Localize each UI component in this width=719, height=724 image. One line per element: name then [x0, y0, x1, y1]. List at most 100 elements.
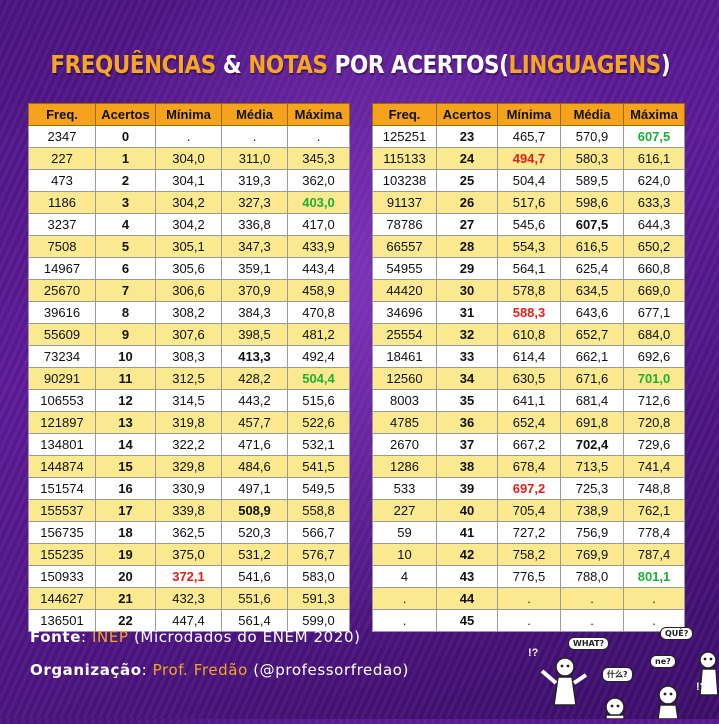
cell-media: 471,6: [221, 433, 288, 456]
cell-maxima: 633,3: [623, 191, 685, 214]
cell-acertos: 8: [95, 301, 156, 324]
cell-media: 671,6: [560, 367, 624, 390]
table-right: Freq. Acertos Mínima Média Máxima 125251…: [372, 103, 685, 632]
cell-media: 484,6: [221, 455, 288, 478]
col-header-acertos: Acertos: [436, 103, 498, 126]
col-header-acertos: Acertos: [95, 103, 156, 126]
cell-freq: 8003: [372, 389, 437, 412]
cell-minima: 652,4: [497, 411, 561, 434]
footer-organization: Organização: Prof. Fredão (@professorfre…: [30, 661, 409, 679]
cell-minima: 465,7: [497, 125, 561, 148]
cell-minima: 630,5: [497, 367, 561, 390]
cell-acertos: 40: [436, 499, 498, 522]
cell-minima: 375,0: [155, 543, 222, 566]
cell-freq: 3237: [28, 213, 96, 236]
table-row: 227 1 304,0 311,0 345,3: [28, 147, 350, 170]
cell-maxima: 741,4: [623, 455, 685, 478]
table-row: 12560 34 630,5 671,6 701,0: [372, 367, 685, 390]
cell-acertos: 36: [436, 411, 498, 434]
cell-acertos: 3: [95, 191, 156, 214]
cell-minima: 306,6: [155, 279, 222, 302]
table-row: . 44...: [372, 587, 685, 610]
page-title: FREQUÊNCIAS & NOTAS POR ACERTOS(LINGUAGE…: [50, 50, 670, 79]
cell-media: 756,9: [560, 521, 624, 544]
cell-maxima: 712,6: [623, 389, 685, 412]
cell-maxima: 787,4: [623, 543, 685, 566]
col-header-freq: Freq.: [28, 103, 96, 126]
cell-maxima: 532,1: [287, 433, 350, 456]
cell-freq: 54955: [372, 257, 437, 280]
cell-maxima: 492,4: [287, 345, 350, 368]
cell-media: 589,5: [560, 169, 624, 192]
cell-freq: 12560: [372, 367, 437, 390]
cell-minima: 304,2: [155, 213, 222, 236]
table-row: 103238 25 504,4 589,5 624,0: [372, 169, 685, 192]
cell-acertos: 22: [95, 609, 156, 632]
cell-minima: 372,1: [155, 565, 222, 588]
cell-minima: 304,0: [155, 147, 222, 170]
cell-acertos: 6: [95, 257, 156, 280]
cell-maxima: 660,8: [623, 257, 685, 280]
col-header-freq: Freq.: [372, 103, 437, 126]
cell-maxima: .: [623, 609, 685, 632]
table-row: 150933 20 372,1 541,6 583,0: [28, 565, 350, 588]
table-row: 156735 18 362,5 520,3 566,7: [28, 521, 350, 544]
cell-maxima: 541,5: [287, 455, 350, 478]
table-row: 59 41 727,2 756,9 778,4: [372, 521, 685, 544]
cell-minima: .: [497, 587, 561, 610]
cell-acertos: 16: [95, 477, 156, 500]
cell-acertos: 24: [436, 147, 498, 170]
footer-org-value: Prof. Fredão: [152, 661, 248, 679]
cell-acertos: 21: [95, 587, 156, 610]
table-row: 3237 4 304,2 336,8 417,0: [28, 213, 350, 236]
cell-minima: 705,4: [497, 499, 561, 522]
table-row: 8003 35 641,1 681,4 712,6: [372, 389, 685, 412]
cell-freq: 2347: [28, 125, 96, 148]
cell-freq: 155537: [28, 499, 96, 522]
cell-acertos: 11: [95, 367, 156, 390]
cell-acertos: 31: [436, 301, 498, 324]
cell-freq: 134801: [28, 433, 96, 456]
cell-acertos: 26: [436, 191, 498, 214]
cell-minima: 319,8: [155, 411, 222, 434]
cell-maxima: 650,2: [623, 235, 685, 258]
cell-maxima: 504,4: [287, 367, 350, 390]
table-row: 144627 21 432,3 551,6 591,3: [28, 587, 350, 610]
title-frequencias: FREQUÊNCIAS: [50, 50, 216, 79]
cell-acertos: 41: [436, 521, 498, 544]
table-row: . 45...: [372, 609, 685, 632]
cell-freq: 91137: [372, 191, 437, 214]
cell-acertos: 20: [95, 565, 156, 588]
cell-freq: 136501: [28, 609, 96, 632]
cell-maxima: 403,0: [287, 191, 350, 214]
cell-media: 347,3: [221, 235, 288, 258]
cell-media: 662,1: [560, 345, 624, 368]
cell-minima: 517,6: [497, 191, 561, 214]
table-row: 473 2 304,1 319,3 362,0: [28, 169, 350, 192]
cell-maxima: 701,0: [623, 367, 685, 390]
cell-media: 443,2: [221, 389, 288, 412]
cell-freq: 115133: [372, 147, 437, 170]
cell-media: 652,7: [560, 323, 624, 346]
cell-maxima: 624,0: [623, 169, 685, 192]
cell-media: 457,7: [221, 411, 288, 434]
table-row: 1286 38 678,4 713,5 741,4: [372, 455, 685, 478]
cell-acertos: 7: [95, 279, 156, 302]
cell-maxima: 549,5: [287, 477, 350, 500]
cell-maxima: 433,9: [287, 235, 350, 258]
cell-minima: .: [155, 125, 222, 148]
cell-minima: 314,5: [155, 389, 222, 412]
cell-maxima: .: [623, 587, 685, 610]
table-row: 125251 23 465,7 570,9 607,5: [372, 125, 685, 148]
cell-media: 561,4: [221, 609, 288, 632]
cell-acertos: 1: [95, 147, 156, 170]
cell-media: 336,8: [221, 213, 288, 236]
cell-freq: 533: [372, 477, 437, 500]
cell-freq: 125251: [372, 125, 437, 148]
table-row: 115133 24 494,7 580,3 616,1: [372, 147, 685, 170]
cell-freq: 18461: [372, 345, 437, 368]
cell-freq: 25554: [372, 323, 437, 346]
cell-maxima: 692,6: [623, 345, 685, 368]
cell-maxima: 644,3: [623, 213, 685, 236]
cell-minima: 578,8: [497, 279, 561, 302]
